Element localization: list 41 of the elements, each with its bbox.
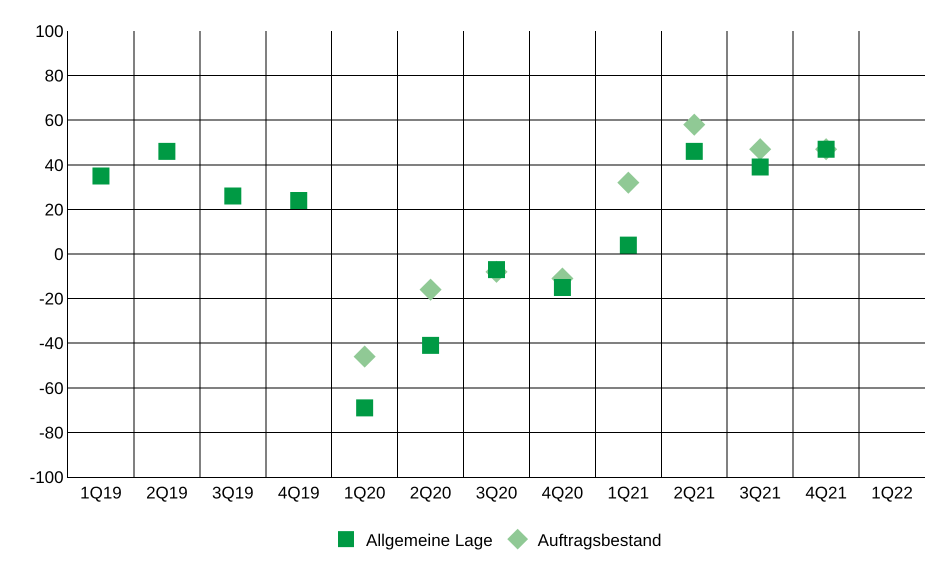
point xyxy=(683,114,706,136)
y-tick-label: 80 xyxy=(44,66,64,86)
point xyxy=(620,236,637,254)
point xyxy=(290,192,308,209)
x-tick-label: 4Q21 xyxy=(805,483,847,502)
point xyxy=(354,346,376,368)
point xyxy=(158,142,176,160)
point xyxy=(749,138,772,160)
x-tick-label: 3Q20 xyxy=(476,483,518,502)
y-tick-label: 40 xyxy=(44,156,64,175)
x-tick-label: 2Q21 xyxy=(673,483,716,502)
y-tick-label: -100 xyxy=(30,468,64,487)
x-tick-label: 3Q19 xyxy=(212,483,254,502)
x-tick-label: 1Q20 xyxy=(344,483,386,502)
point xyxy=(356,399,374,416)
x-tick-label: 4Q20 xyxy=(542,483,584,502)
point xyxy=(554,278,571,296)
x-tick-label: 1Q21 xyxy=(608,483,650,502)
y-tick-label: -60 xyxy=(39,378,64,398)
x-tick-label: 1Q19 xyxy=(80,483,122,502)
y-tick-label: -40 xyxy=(39,334,64,354)
point xyxy=(617,172,640,194)
x-tick-label: 3Q21 xyxy=(739,483,781,502)
x-tick-label: 1Q22 xyxy=(871,483,913,502)
point xyxy=(752,158,769,176)
y-tick-label: 20 xyxy=(44,200,64,220)
y-tick-label: 0 xyxy=(54,244,64,264)
legend-label: Auftragsbestand xyxy=(538,530,662,550)
point xyxy=(420,278,442,301)
point xyxy=(422,336,440,354)
point xyxy=(224,188,242,205)
x-tick-label: 4Q19 xyxy=(278,483,320,502)
y-tick-label: 60 xyxy=(44,111,64,130)
y-tick-label: -80 xyxy=(39,423,64,442)
x-tick-label: 2Q20 xyxy=(410,483,452,502)
point xyxy=(686,142,703,160)
point xyxy=(92,167,110,184)
y-tick-label: 100 xyxy=(35,22,64,41)
legend-label: Allgemeine Lage xyxy=(366,530,493,550)
x-tick-label: 2Q19 xyxy=(146,483,188,502)
y-tick-label: -20 xyxy=(39,290,64,309)
